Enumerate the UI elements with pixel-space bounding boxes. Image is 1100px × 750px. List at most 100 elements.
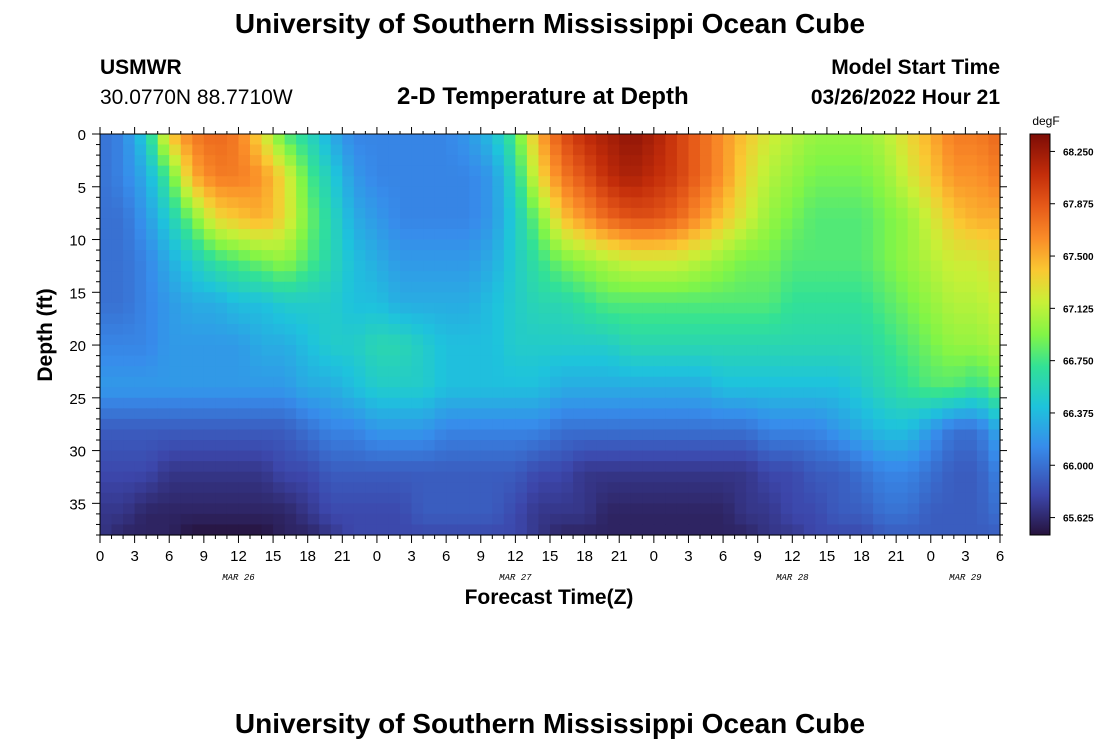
heatmap-cell — [861, 345, 874, 357]
heatmap-cell — [619, 197, 632, 209]
heatmap-cell — [134, 165, 147, 177]
heatmap-cell — [619, 207, 632, 220]
heatmap-cell — [896, 345, 909, 357]
heatmap-cell — [111, 376, 124, 388]
heatmap-cell — [815, 250, 828, 262]
heatmap-cell — [134, 207, 147, 220]
heatmap-cell — [942, 292, 955, 304]
heatmap-cell — [896, 197, 909, 209]
heatmap-cell — [930, 366, 943, 378]
heatmap-cell — [873, 134, 886, 146]
heatmap-cell — [134, 387, 147, 399]
heatmap-cell — [919, 197, 932, 209]
heatmap-cell — [492, 408, 505, 420]
heatmap-cell — [146, 281, 159, 293]
heatmap-cell — [988, 197, 1001, 209]
heatmap-cell — [307, 345, 320, 357]
heatmap-cell — [653, 408, 666, 420]
heatmap-cell — [469, 292, 482, 304]
heatmap-cell — [411, 397, 424, 409]
heatmap-cell — [434, 376, 447, 388]
heatmap-cell — [619, 345, 632, 357]
heatmap-cell — [792, 513, 805, 526]
heatmap-cell — [757, 355, 770, 367]
colorbar-tick-label: 67.500 — [1063, 252, 1094, 263]
heatmap-cell — [307, 144, 320, 156]
heatmap-cell — [700, 134, 713, 146]
heatmap-cell — [203, 281, 216, 293]
heatmap-cell — [469, 366, 482, 378]
heatmap-cell — [803, 461, 816, 473]
heatmap-cell — [296, 513, 309, 526]
heatmap-cell — [561, 218, 574, 230]
heatmap-cell — [826, 292, 840, 304]
heatmap-cell — [296, 524, 309, 536]
x-tick-label: 0 — [650, 548, 658, 565]
heatmap-cell — [780, 144, 793, 156]
heatmap-cell — [653, 250, 666, 262]
heatmap-cell — [469, 313, 482, 325]
heatmap-cell — [965, 397, 978, 409]
heatmap-cell — [653, 482, 666, 494]
heatmap-cell — [123, 260, 136, 272]
heatmap-cell — [376, 186, 390, 198]
heatmap-cell — [757, 503, 770, 515]
heatmap-cell — [434, 155, 447, 167]
heatmap-cell — [446, 387, 459, 399]
heatmap-cell — [469, 387, 482, 399]
heatmap-cell — [976, 165, 990, 177]
heatmap-cell — [353, 482, 366, 494]
heatmap-cell — [769, 503, 782, 515]
heatmap-cell — [896, 176, 909, 188]
heatmap-cell — [803, 429, 816, 441]
heatmap-cell — [619, 450, 632, 462]
heatmap-cell — [757, 345, 770, 357]
heatmap-cell — [353, 197, 366, 209]
heatmap-cell — [238, 461, 251, 473]
heatmap-cell — [550, 461, 563, 473]
heatmap-cell — [330, 186, 343, 198]
heatmap-cell — [538, 302, 551, 314]
heatmap-cell — [503, 207, 516, 220]
heatmap-cell — [434, 281, 447, 293]
heatmap-cell — [353, 218, 366, 230]
heatmap-cell — [400, 165, 413, 177]
heatmap-cell — [330, 250, 343, 262]
heatmap-cell — [792, 355, 805, 367]
heatmap-cell — [711, 250, 724, 262]
heatmap-cell — [192, 218, 205, 230]
heatmap-cell — [965, 250, 978, 262]
heatmap-cell — [850, 165, 863, 177]
heatmap-cell — [203, 250, 216, 262]
heatmap-cell — [838, 176, 851, 188]
heatmap-cell — [100, 302, 113, 314]
heatmap-cell — [157, 334, 170, 346]
heatmap-cell — [319, 207, 332, 220]
heatmap-cell — [526, 228, 540, 241]
heatmap-cell — [676, 524, 690, 536]
heatmap-cell — [630, 524, 643, 536]
heatmap-cell — [584, 471, 597, 483]
heatmap-cell — [803, 218, 816, 230]
heatmap-cell — [457, 524, 470, 536]
heatmap-cell — [942, 408, 955, 420]
heatmap-cell — [688, 281, 701, 293]
heatmap-cell — [100, 186, 113, 198]
heatmap-cell — [526, 524, 540, 536]
heatmap-cell — [619, 366, 632, 378]
heatmap-cell — [503, 176, 516, 188]
heatmap-cell — [123, 450, 136, 462]
heatmap-cell — [769, 144, 782, 156]
heatmap-cell — [619, 176, 632, 188]
heatmap-cell — [930, 134, 943, 146]
heatmap-cell — [365, 218, 378, 230]
heatmap-cell — [261, 239, 274, 251]
heatmap-cell — [123, 345, 136, 357]
heatmap-cell — [423, 165, 436, 177]
heatmap-cell — [273, 429, 286, 441]
heatmap-cell — [584, 503, 597, 515]
heatmap-cell — [607, 355, 620, 367]
heatmap-cell — [330, 292, 343, 304]
heatmap-cell — [884, 228, 897, 241]
heatmap-cell — [884, 271, 897, 283]
